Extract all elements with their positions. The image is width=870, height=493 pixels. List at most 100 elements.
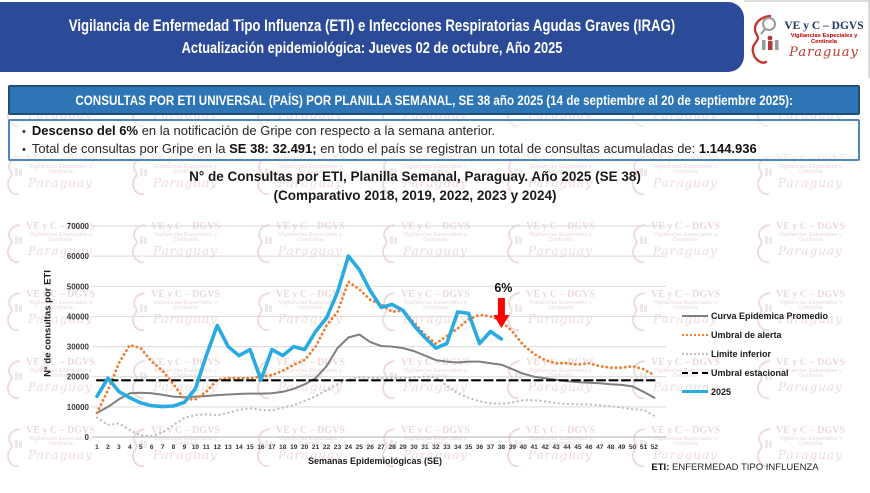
highlight-2-text-pre: Total de consultas por Gripe en la bbox=[31, 140, 230, 156]
svg-text:44: 44 bbox=[563, 444, 571, 451]
svg-text:27: 27 bbox=[378, 444, 386, 451]
svg-text:24: 24 bbox=[345, 444, 353, 451]
svg-text:14: 14 bbox=[235, 444, 243, 451]
svg-text:30: 30 bbox=[410, 444, 418, 451]
bullet-icon: • bbox=[22, 143, 26, 156]
svg-text:34: 34 bbox=[454, 444, 462, 451]
svg-text:50: 50 bbox=[629, 444, 637, 451]
footnote: ETI: ENFERMEDAD TIPO INFLUENZA bbox=[630, 462, 840, 473]
svg-text:0: 0 bbox=[85, 433, 90, 442]
org-sub1: Vigilancias Especiales y bbox=[790, 32, 858, 39]
legend-item: Curva Epidemica Promedio bbox=[682, 306, 828, 325]
highlights-box: • Descenso del 6% en la notificación de G… bbox=[8, 119, 860, 161]
svg-text:47: 47 bbox=[596, 444, 604, 451]
legend-label: Umbral de alerta bbox=[711, 329, 782, 340]
highlight-2-bold-2: 1.144.936 bbox=[698, 140, 757, 156]
svg-text:20: 20 bbox=[301, 444, 309, 451]
legend-item: 2025 bbox=[682, 382, 828, 401]
svg-text:31: 31 bbox=[421, 444, 429, 451]
legend-swatch bbox=[682, 352, 708, 355]
svg-text:40000: 40000 bbox=[67, 312, 90, 321]
svg-text:32: 32 bbox=[432, 444, 440, 451]
org-logo-text: VE y C – DGVS Vigilancias Especiales y C… bbox=[784, 20, 863, 60]
svg-text:45: 45 bbox=[574, 444, 582, 451]
svg-text:1: 1 bbox=[95, 444, 99, 451]
svg-text:46: 46 bbox=[585, 444, 593, 451]
svg-text:70000: 70000 bbox=[67, 222, 90, 231]
svg-text:11: 11 bbox=[203, 444, 210, 451]
highlight-1-bold: Descenso del 6% bbox=[31, 122, 139, 138]
legend-item: Limite inferior bbox=[682, 344, 828, 363]
eti-line-chart: 0 10000 20000 30000 40000 50000 60000 70000 1 2 3 4… bbox=[38, 212, 678, 482]
chart-legend: Curva Epidemica Promedio Umbral de alerta… bbox=[682, 306, 828, 401]
legend-swatch bbox=[682, 333, 708, 336]
svg-text:52: 52 bbox=[651, 444, 659, 451]
svg-text:23: 23 bbox=[334, 444, 342, 451]
legend-label: Umbral estacional bbox=[711, 367, 789, 378]
svg-text:13: 13 bbox=[224, 444, 232, 451]
svg-text:39: 39 bbox=[509, 444, 517, 451]
svg-text:5: 5 bbox=[139, 444, 143, 451]
legend-item: Umbral de alerta bbox=[682, 325, 828, 344]
svg-text:9: 9 bbox=[183, 444, 187, 451]
svg-text:43: 43 bbox=[552, 444, 560, 451]
svg-text:36: 36 bbox=[476, 444, 484, 451]
paraguay-logo-graphic bbox=[751, 14, 779, 64]
chart-title-line2: (Comparativo 2018, 2019, 2022, 2023 y 20… bbox=[273, 188, 557, 203]
svg-text:25: 25 bbox=[356, 444, 364, 451]
footnote-text: ENFERMEDAD TIPO INFLUENZA bbox=[669, 462, 819, 473]
svg-text:2: 2 bbox=[106, 444, 110, 451]
svg-text:17: 17 bbox=[268, 444, 276, 451]
legend-swatch bbox=[682, 371, 708, 374]
svg-text:29: 29 bbox=[399, 444, 407, 451]
highlight-bullet-1: • Descenso del 6% en la notificación de G… bbox=[22, 123, 846, 140]
svg-text:41: 41 bbox=[531, 444, 539, 451]
org-name: VE y C – DGVS bbox=[784, 20, 864, 33]
org-sub2: Centinela bbox=[810, 39, 838, 46]
svg-text:3: 3 bbox=[117, 444, 121, 451]
svg-text:21: 21 bbox=[312, 444, 320, 451]
highlight-1-text: en la notificación de Gripe con respecto… bbox=[138, 122, 496, 138]
header-banner: Vigilancia de Enfermedad Tipo Influenza … bbox=[0, 2, 744, 72]
svg-text:4: 4 bbox=[128, 444, 132, 451]
org-logo: VE y C – DGVS Vigilancias Especiales y C… bbox=[744, 0, 870, 78]
section-banner: CONSULTAS POR ETI UNIVERSAL (PAÍS) POR P… bbox=[8, 85, 860, 115]
highlight-2-bold-1: SE 38: 32.491; bbox=[229, 140, 317, 156]
svg-text:8: 8 bbox=[172, 444, 176, 451]
legend-label: 2025 bbox=[711, 386, 732, 397]
svg-text:7: 7 bbox=[161, 444, 165, 451]
chart-title-line1: N° de Consultas por ETI, Planilla Semana… bbox=[189, 169, 641, 184]
legend-swatch bbox=[682, 390, 708, 393]
svg-text:28: 28 bbox=[388, 444, 396, 451]
svg-text:19: 19 bbox=[290, 444, 298, 451]
legend-label: Limite inferior bbox=[711, 348, 772, 359]
footnote-abbrev: ETI: bbox=[651, 462, 670, 473]
svg-text:60000: 60000 bbox=[67, 252, 90, 261]
svg-text:18: 18 bbox=[279, 444, 287, 451]
page-subtitle: Actualización epidemiológica: Jueves 02 … bbox=[181, 39, 563, 57]
svg-text:38: 38 bbox=[498, 444, 506, 451]
svg-text:37: 37 bbox=[487, 444, 495, 451]
svg-text:6%: 6% bbox=[494, 281, 512, 295]
x-axis-title: Semanas Epidemiológicas (SE) bbox=[307, 456, 443, 466]
svg-text:16: 16 bbox=[257, 444, 265, 451]
svg-text:35: 35 bbox=[465, 444, 473, 451]
chart-title: N° de Consultas por ETI, Planilla Semana… bbox=[85, 167, 745, 205]
svg-text:40: 40 bbox=[520, 444, 528, 451]
svg-text:33: 33 bbox=[443, 444, 451, 451]
page-title: Vigilancia de Enfermedad Tipo Influenza … bbox=[68, 16, 676, 35]
highlight-bullet-2: • Total de consultas por Gripe en la SE 3… bbox=[22, 141, 846, 158]
svg-text:42: 42 bbox=[541, 444, 549, 451]
legend-label: Curva Epidemica Promedio bbox=[711, 310, 829, 321]
legend-item: Umbral estacional bbox=[682, 363, 828, 382]
svg-text:15: 15 bbox=[246, 444, 254, 451]
svg-text:50000: 50000 bbox=[67, 282, 90, 291]
section-banner-text: CONSULTAS POR ETI UNIVERSAL (PAÍS) POR P… bbox=[75, 92, 793, 108]
highlight-2-text-mid: en todo el país se registran un total de… bbox=[316, 140, 699, 156]
svg-text:49: 49 bbox=[618, 444, 626, 451]
svg-text:10000: 10000 bbox=[67, 403, 90, 412]
